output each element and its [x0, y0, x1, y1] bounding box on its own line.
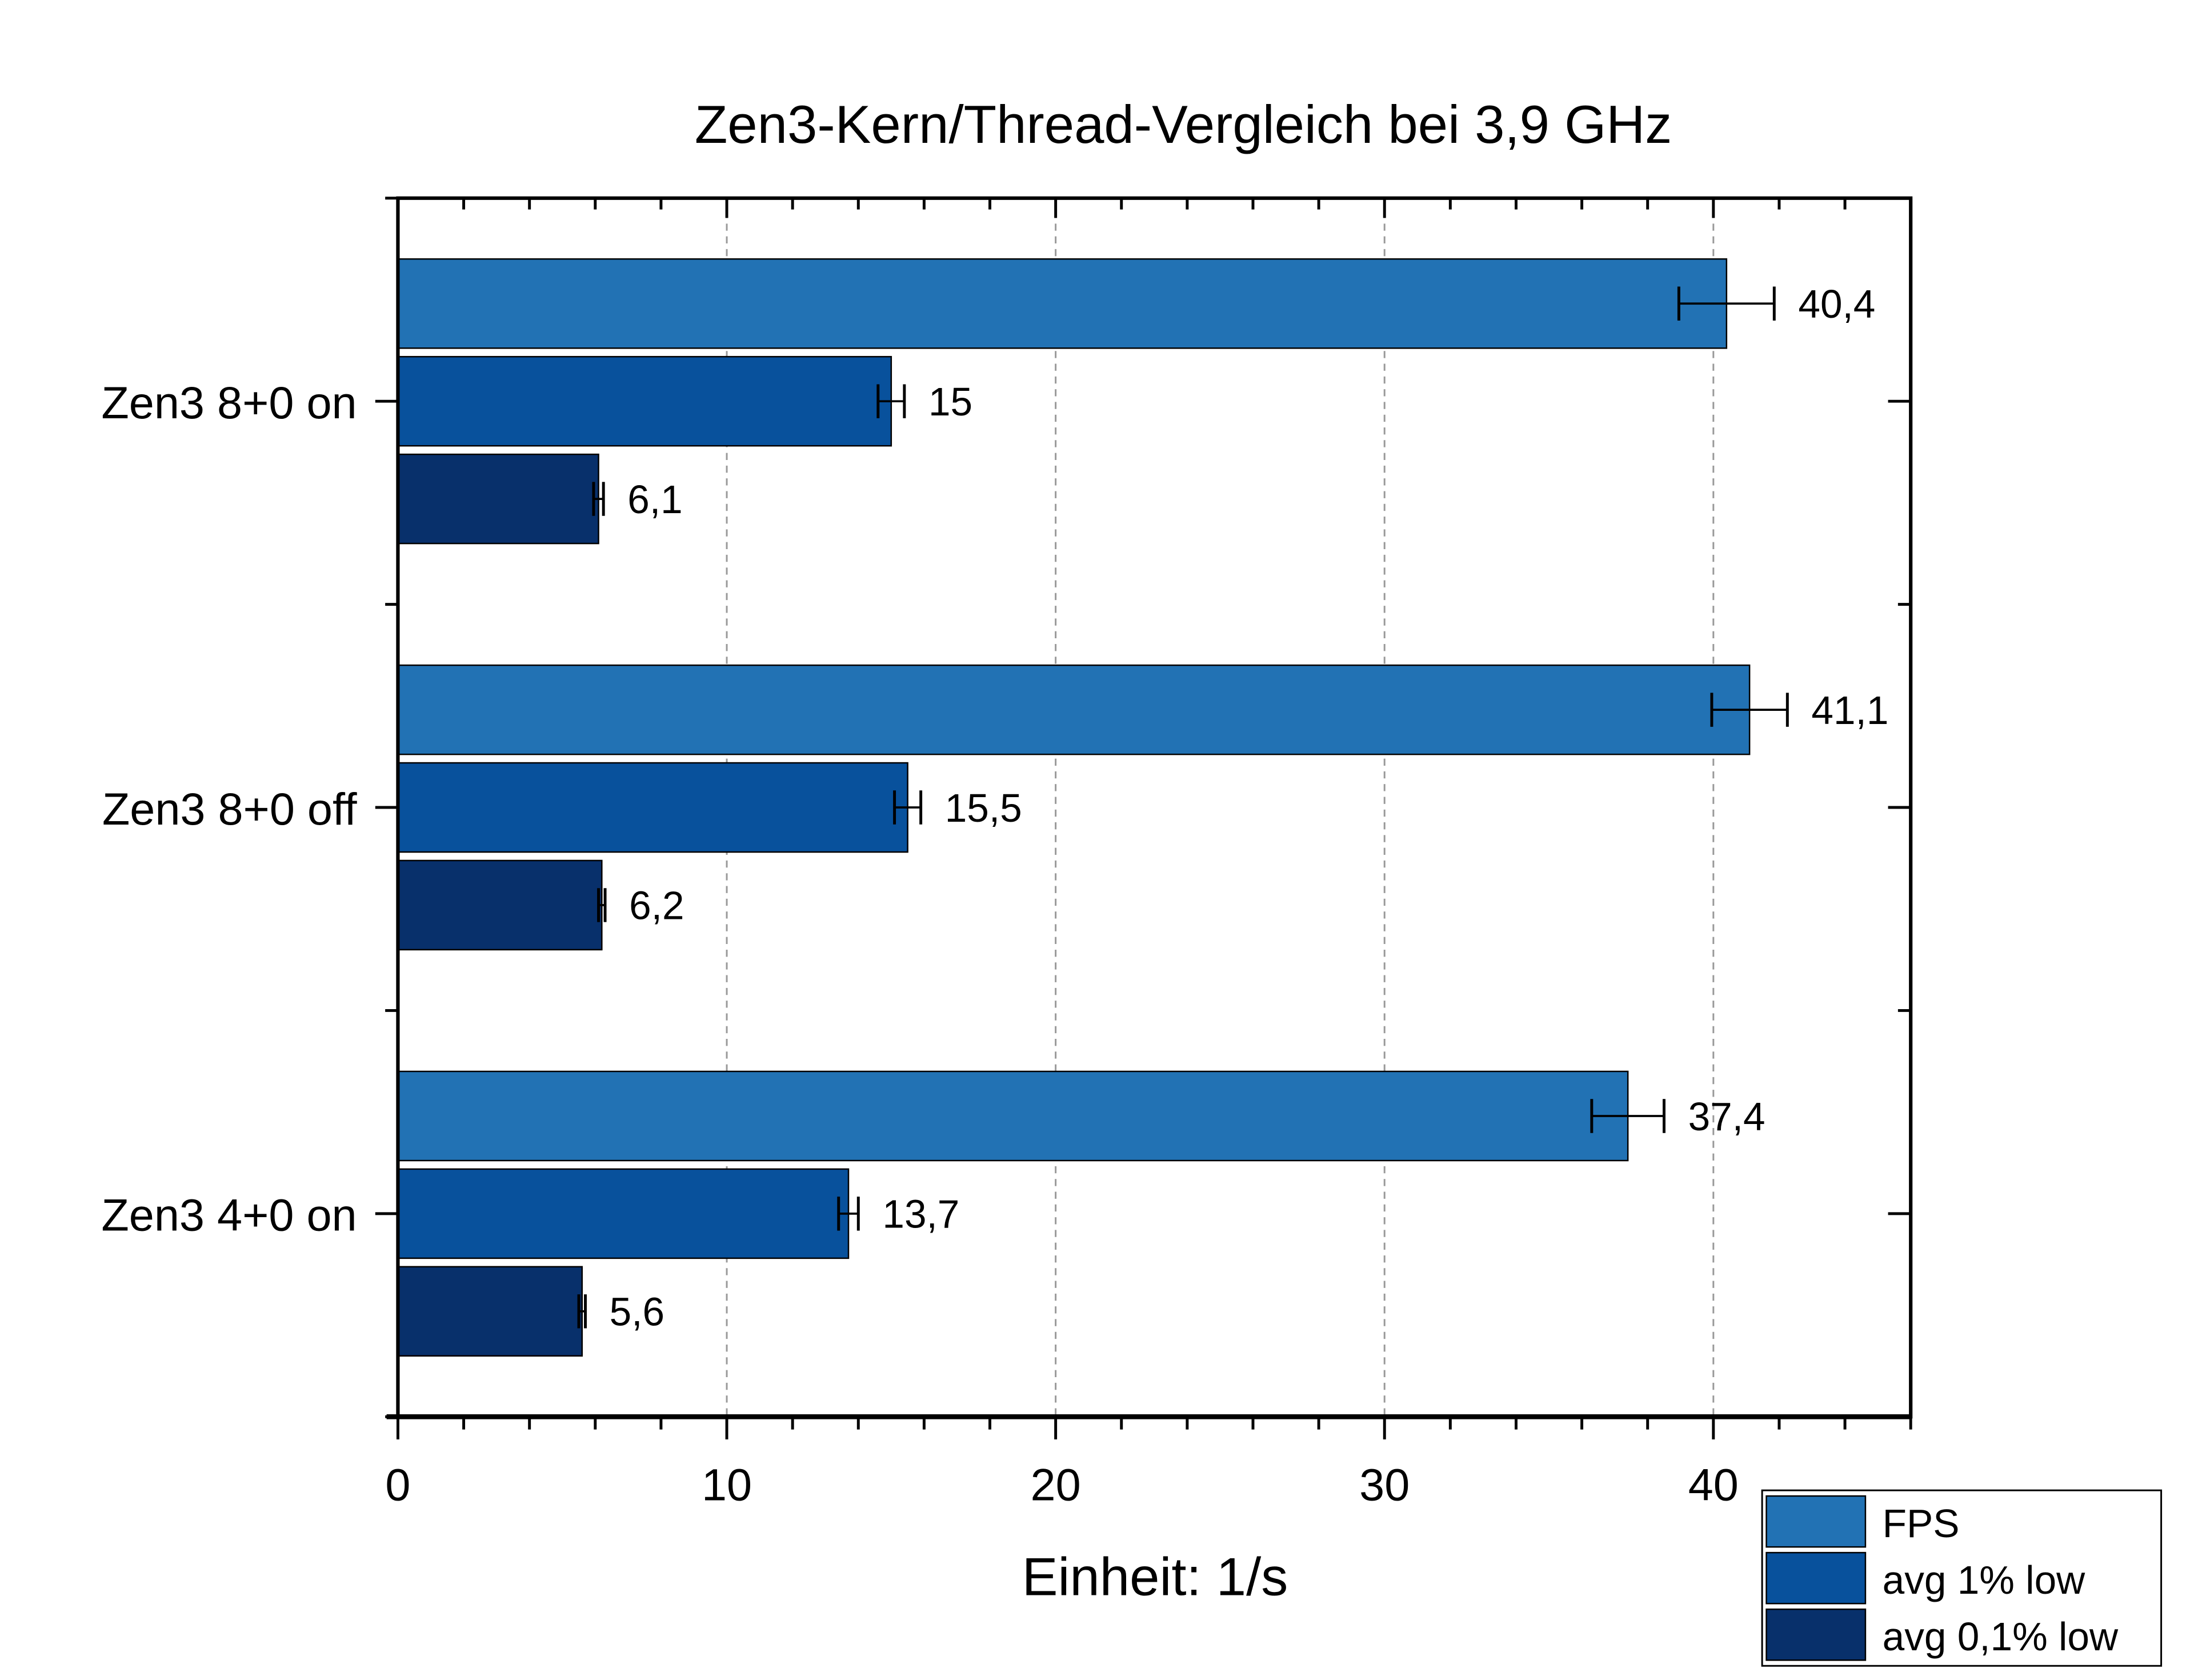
- data-label: 41,1: [1811, 688, 1888, 733]
- bar: [397, 762, 908, 853]
- x-tick-label: 40: [1688, 1459, 1739, 1510]
- x-tick-label: 10: [702, 1459, 752, 1510]
- bar: [397, 355, 892, 447]
- bar: [397, 258, 1728, 349]
- y-tick-label: Zen3 8+0 on: [101, 377, 357, 428]
- data-label: 5,6: [610, 1290, 664, 1334]
- legend-swatch: [1765, 1495, 1867, 1548]
- y-tick-label: Zen3 4+0 on: [101, 1190, 357, 1241]
- bar: [397, 1168, 850, 1259]
- legend-label: FPS: [1883, 1501, 1960, 1546]
- bar: [397, 453, 599, 545]
- bar: [397, 859, 603, 951]
- x-tick-label: 20: [1031, 1459, 1081, 1510]
- legend-swatch: [1765, 1551, 1867, 1605]
- y-tick-label: Zen3 8+0 off: [102, 783, 358, 834]
- legend: FPS avg 1% low avg 0,1% low: [1761, 1489, 2163, 1667]
- data-label: 6,2: [629, 883, 684, 928]
- data-label: 15: [928, 379, 972, 424]
- bar: [397, 1266, 583, 1357]
- data-label: 37,4: [1688, 1094, 1765, 1139]
- bar: [397, 1070, 1629, 1162]
- legend-label: avg 0,1% low: [1883, 1614, 2119, 1659]
- x-tick-label: 0: [385, 1459, 410, 1510]
- chart-title: Zen3-Kern/Thread-Vergleich bei 3,9 GHz: [695, 94, 1672, 154]
- data-label: 6,1: [627, 477, 682, 522]
- data-label: 13,7: [882, 1192, 959, 1237]
- legend-swatch: [1765, 1608, 1867, 1661]
- data-label: 40,4: [1798, 282, 1875, 326]
- x-tick-label: 30: [1359, 1459, 1410, 1510]
- x-axis-label: Einheit: 1/s: [1022, 1546, 1288, 1606]
- data-label: 15,5: [945, 786, 1022, 830]
- legend-label: avg 1% low: [1883, 1558, 2086, 1602]
- bar: [397, 664, 1751, 755]
